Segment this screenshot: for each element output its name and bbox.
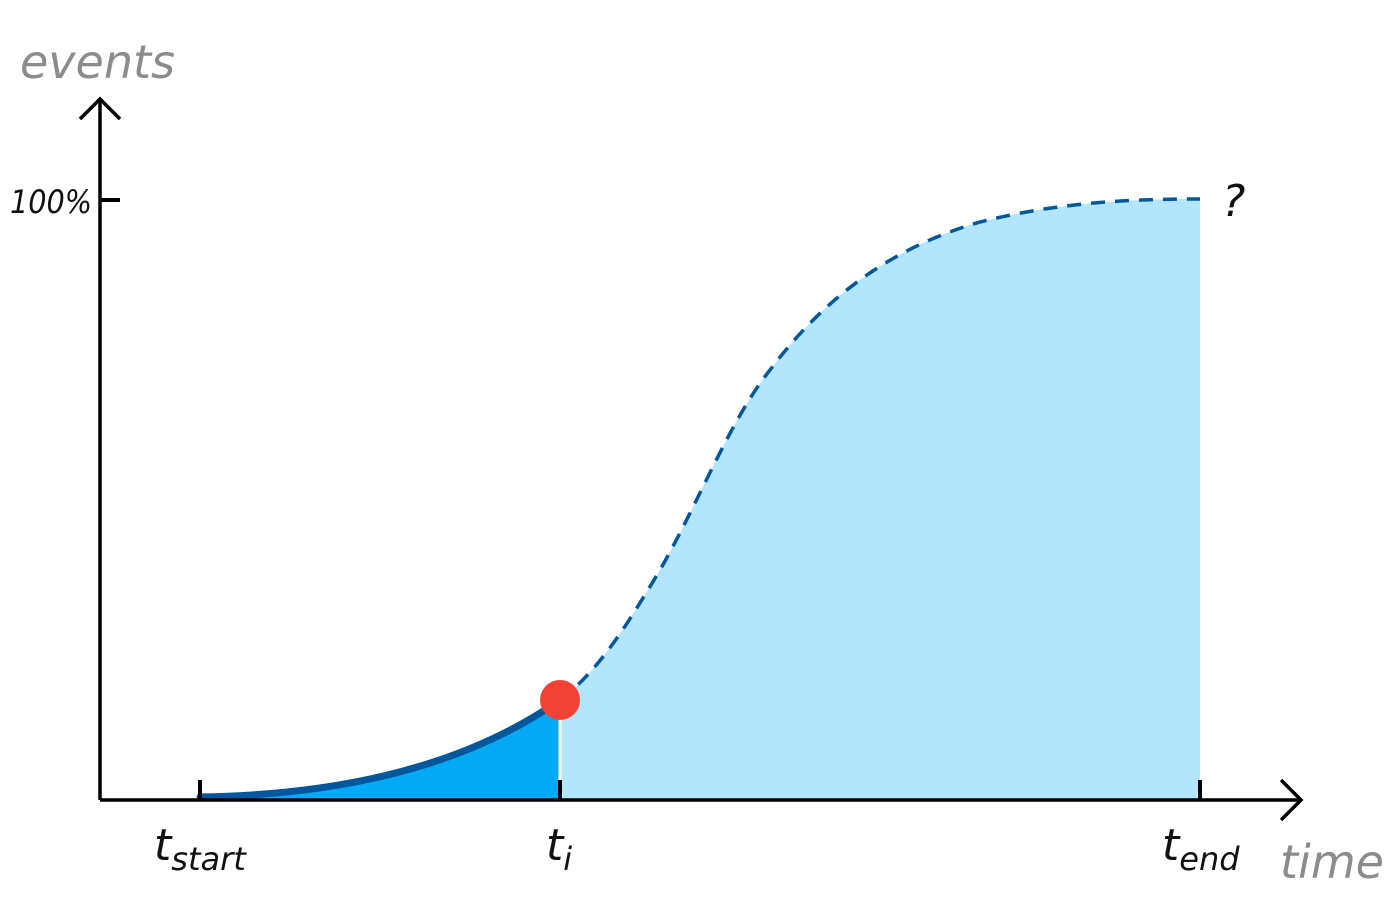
x-axis-title: time	[1280, 835, 1384, 889]
x-tick-label-start: tstart	[154, 820, 247, 878]
x-tick-label-end: tend	[1162, 820, 1240, 878]
current-point-marker	[540, 680, 580, 720]
x-tick-label-i: ti	[546, 820, 572, 878]
x-axis-arrowhead	[1279, 778, 1304, 822]
observed-area	[200, 700, 560, 800]
y-axis-title: events	[20, 35, 175, 89]
projected-curve	[558, 197, 1201, 702]
projected-area	[560, 199, 1200, 800]
unknown-total-marker: ?	[1222, 176, 1245, 227]
y-tick-label-100: 100%	[10, 183, 92, 221]
y-axis-arrowhead	[78, 96, 122, 121]
observed-curve	[196, 696, 564, 801]
